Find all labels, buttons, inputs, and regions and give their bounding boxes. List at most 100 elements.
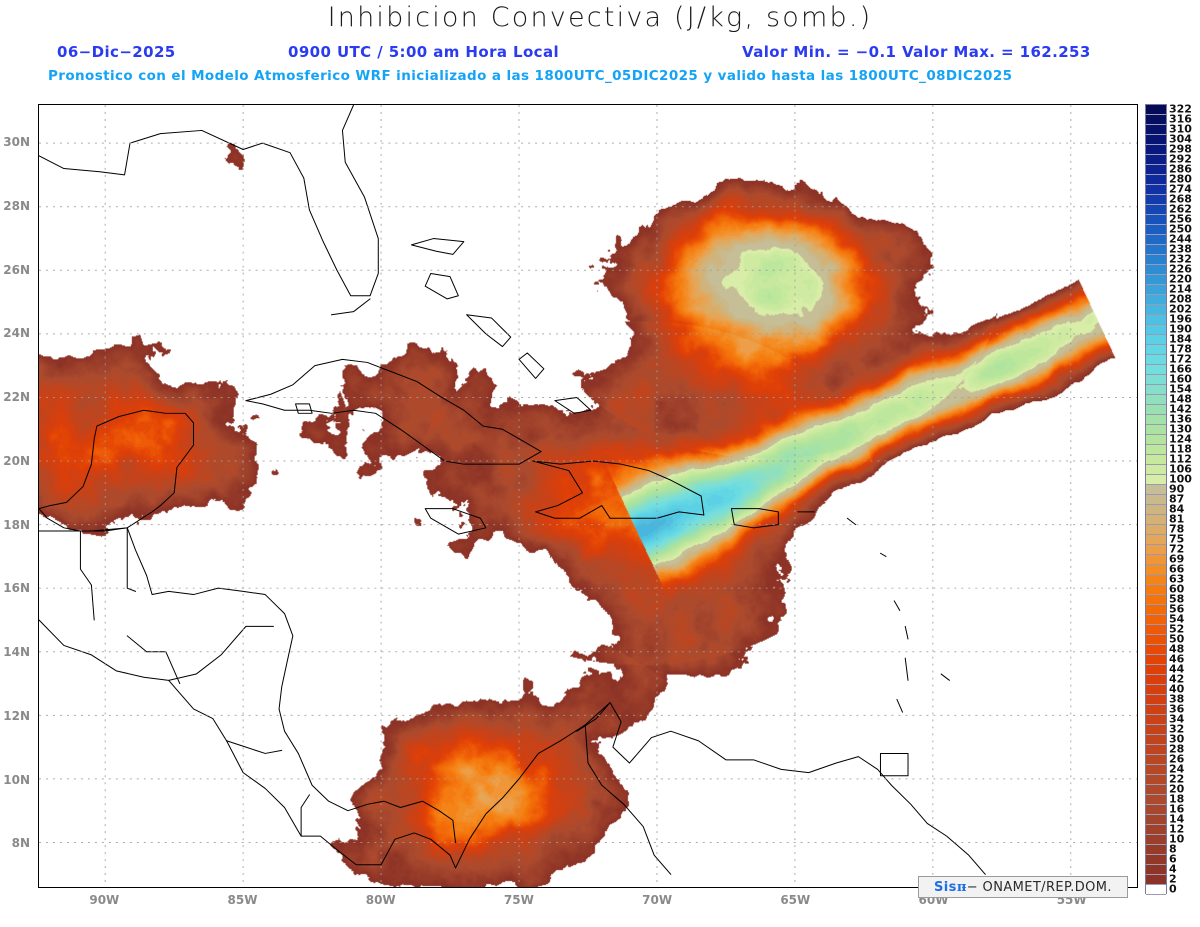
colorbar-tick-label: 226 — [1169, 262, 1192, 276]
colorbar-cell — [1146, 495, 1166, 505]
colorbar-cell — [1146, 395, 1166, 405]
lat-tick-label: 30N — [3, 135, 30, 150]
colorbar-tick-label: 36 — [1169, 702, 1185, 716]
colorbar-cell — [1146, 665, 1166, 675]
colorbar-cell — [1146, 505, 1166, 515]
colorbar-cell — [1146, 765, 1166, 775]
lat-tick-label: 8N — [11, 836, 30, 851]
colorbar-cell — [1146, 405, 1166, 415]
colorbar-cell — [1146, 185, 1166, 195]
colorbar-tick-label: 52 — [1169, 622, 1185, 636]
colorbar-tick-label: 75 — [1169, 532, 1185, 546]
colorbar-tick-label: 90 — [1169, 482, 1185, 496]
coastline-path — [330, 298, 371, 316]
coastline-path — [245, 358, 542, 465]
colorbar-cell — [1146, 335, 1166, 345]
colorbar-tick-label: 69 — [1169, 552, 1185, 566]
colorbar-tick-label: 232 — [1169, 252, 1192, 266]
colorbar-tick-label: 63 — [1169, 572, 1185, 586]
colorbar-tick-label: 124 — [1169, 432, 1192, 446]
colorbar-cell — [1146, 455, 1166, 465]
coastline-path — [940, 673, 950, 681]
colorbar-tick-label: 28 — [1169, 742, 1185, 756]
colorbar-tick-label: 44 — [1169, 662, 1185, 676]
colorbar-tick-label: 178 — [1169, 342, 1192, 356]
colorbar-tick-label: 26 — [1169, 752, 1185, 766]
colorbar-cell — [1146, 105, 1166, 115]
colorbar-tick-label: 238 — [1169, 242, 1192, 256]
colorbar-tick-label: 148 — [1169, 392, 1192, 406]
coastline-path — [518, 352, 545, 379]
colorbar-cell — [1146, 385, 1166, 395]
colorbar-tick-label: 112 — [1169, 452, 1192, 466]
lon-tick-label: 90W — [89, 893, 120, 907]
coastline-path — [896, 698, 904, 713]
coastline-path — [879, 752, 909, 777]
colorbar-tick-label: 220 — [1169, 272, 1192, 286]
colorbar-cell — [1146, 285, 1166, 295]
colorbar-tick-label: 46 — [1169, 652, 1185, 666]
colorbar-cell — [1146, 885, 1166, 895]
colorbar-tick-label: 274 — [1169, 182, 1192, 196]
colorbar-cell — [1146, 445, 1166, 455]
coastline-path — [39, 527, 457, 844]
map-plot-area[interactable] — [38, 104, 1138, 888]
colorbar-cell — [1146, 265, 1166, 275]
coastline-path — [39, 530, 95, 621]
colorbar-cell — [1146, 835, 1166, 845]
coastline-path — [39, 105, 379, 297]
lon-tick-label: 80W — [365, 893, 396, 907]
colorbar-cell — [1146, 515, 1166, 525]
colorbar-tick-label: 0 — [1169, 882, 1177, 896]
coastline-path — [466, 314, 512, 348]
colorbar-tick-label: 322 — [1169, 102, 1192, 116]
coastline-path — [730, 508, 779, 529]
coastline-path — [39, 619, 457, 869]
lat-tick-label: 18N — [3, 517, 30, 532]
header: Inhibicion Convectiva (J/kg, somb.) 06−D… — [0, 0, 1200, 96]
colorbar-cell — [1146, 255, 1166, 265]
colorbar-cell — [1146, 815, 1166, 825]
coastline-path — [300, 794, 310, 837]
colorbar[interactable]: 322 316 310 304 298 292 286 280 274 268 262 256 250 2… — [1145, 102, 1200, 896]
colorbar-tick-label: 262 — [1169, 202, 1192, 216]
coastline-path — [584, 724, 672, 875]
colorbar-cell — [1146, 125, 1166, 135]
coastline-path — [410, 238, 465, 255]
colorbar-cell — [1146, 675, 1166, 685]
colorbar-cell — [1146, 595, 1166, 605]
colorbar-cell — [1146, 525, 1166, 535]
colorbar-cell — [1146, 655, 1166, 665]
colorbar-cell — [1146, 645, 1166, 655]
lat-tick-label: 12N — [3, 708, 30, 723]
lat-tick-label: 10N — [3, 772, 30, 787]
colorbar-tick-label: 18 — [1169, 792, 1185, 806]
lat-tick-label: 28N — [3, 198, 30, 213]
logo-pi-icon: π̵ — [956, 879, 967, 895]
colorbar-tick-label: 304 — [1169, 132, 1192, 146]
colorbar-tick-label: 208 — [1169, 292, 1192, 306]
lat-lon-gridlines — [39, 105, 1137, 887]
coastline-path — [532, 460, 705, 519]
colorbar-tick-label: 48 — [1169, 642, 1185, 656]
colorbar-tick-label: 142 — [1169, 402, 1192, 416]
colorbar-tick-label: 106 — [1169, 462, 1192, 476]
colorbar-cell — [1146, 215, 1166, 225]
colorbar-tick-label: 268 — [1169, 192, 1192, 206]
colorbar-cell — [1146, 585, 1166, 595]
colorbar-cell — [1146, 275, 1166, 285]
colorbar-tick-label: 87 — [1169, 492, 1185, 506]
colorbar-tick-label: 58 — [1169, 592, 1185, 606]
colorbar-cell — [1146, 575, 1166, 585]
coastline-path — [126, 635, 181, 685]
colorbar-cell — [1146, 355, 1166, 365]
colorbar-cell — [1146, 785, 1166, 795]
colorbar-tick-label: 118 — [1169, 442, 1192, 456]
colorbar-tick-label: 78 — [1169, 522, 1185, 536]
colorbar-tick-label: 172 — [1169, 352, 1192, 366]
coastline-overlay — [39, 105, 986, 875]
colorbar-cell — [1146, 425, 1166, 435]
colorbar-cell — [1146, 845, 1166, 855]
colorbar-cell — [1146, 225, 1166, 235]
colorbar-cell — [1146, 465, 1166, 475]
